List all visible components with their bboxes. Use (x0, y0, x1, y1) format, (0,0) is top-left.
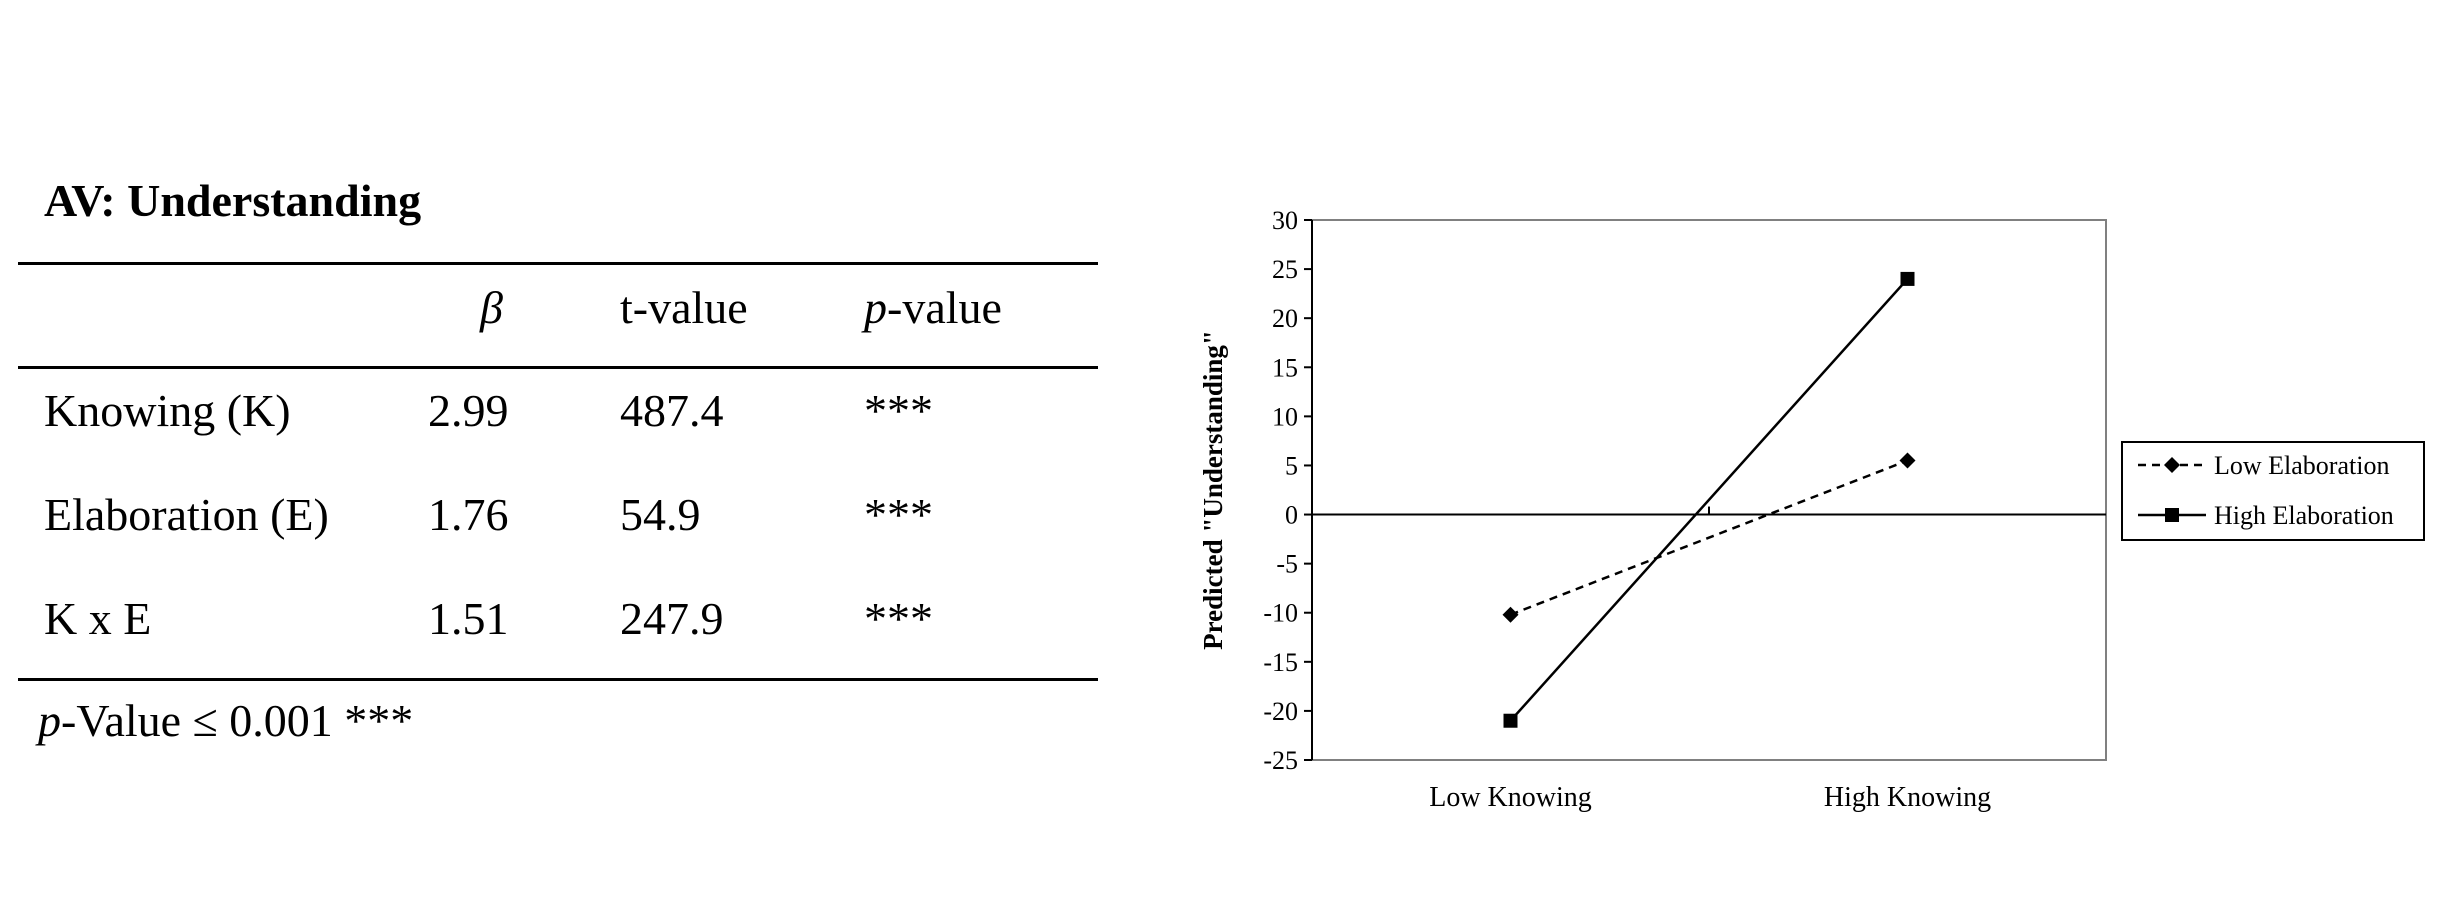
x-category-label: High Knowing (1824, 782, 1991, 813)
x-category-label: Low Knowing (1429, 782, 1592, 813)
y-tick-label: -20 (1263, 697, 1298, 726)
legend-marker-diamond (2164, 457, 2180, 473)
row-elaboration-beta: 1.76 (428, 489, 509, 540)
row-knowing-beta: 2.99 (428, 385, 509, 436)
row-knowing-t: 487.4 (620, 385, 724, 436)
plot-frame (1311, 219, 2107, 761)
row-elaboration-p: *** (864, 489, 933, 540)
footnote-rest: -Value ≤ 0.001 *** (61, 695, 414, 746)
row-knowing-p: *** (864, 385, 933, 436)
y-tick-label: 15 (1272, 353, 1298, 382)
legend-label: Low Elaboration (2214, 451, 2389, 480)
y-tick-label: 10 (1272, 402, 1298, 431)
data-point-square (1900, 271, 1915, 286)
series-line-high-elaboration (1509, 278, 1909, 722)
y-tick-label: 0 (1285, 501, 1298, 530)
row-interaction-label: K x E (44, 593, 152, 644)
y-tick-label: -5 (1276, 550, 1298, 579)
header-p-italic: p (864, 282, 887, 333)
series-line-low-elaboration (1510, 459, 1908, 616)
y-axis-label: Predicted "Understanding" (1198, 330, 1228, 650)
chart-root: 30 25 20 15 10 5 0 -5 -10 -15 -20 -25 Low Knowing Hig… (1198, 206, 2425, 813)
y-tick-label: 5 (1285, 451, 1298, 480)
header-t-value: t-value (620, 282, 748, 333)
y-tick-label: 30 (1272, 206, 1298, 235)
row-elaboration-label: Elaboration (E) (44, 489, 329, 540)
row-interaction-t: 247.9 (620, 593, 724, 644)
row-interaction-beta: 1.51 (428, 593, 509, 644)
table-top-rule (18, 262, 1098, 265)
table-header-rule (18, 366, 1098, 369)
y-tick-label: -15 (1263, 648, 1298, 677)
header-p-rest: -value (887, 282, 1002, 333)
footnote-p-italic: p (38, 695, 61, 746)
row-elaboration-t: 54.9 (620, 489, 701, 540)
table-footnote: p-Value ≤ 0.001 *** (38, 698, 413, 744)
data-point-diamond (1502, 606, 1519, 623)
y-tick-label: -25 (1263, 746, 1298, 775)
y-tick-label: 25 (1272, 255, 1298, 284)
y-tick-label: 20 (1272, 304, 1298, 333)
data-point-square (1503, 713, 1518, 728)
table-title: AV: Understanding (44, 175, 422, 226)
table-bottom-rule (18, 678, 1098, 681)
row-interaction-p: *** (864, 593, 933, 644)
y-tick-label: -10 (1263, 599, 1298, 628)
data-point-diamond (1899, 452, 1916, 469)
header-p-value: p-value (864, 285, 1002, 331)
legend-marker-square (2165, 508, 2179, 522)
header-beta: β (480, 282, 503, 333)
legend-label: High Elaboration (2214, 501, 2394, 530)
row-knowing-label: Knowing (K) (44, 385, 291, 436)
